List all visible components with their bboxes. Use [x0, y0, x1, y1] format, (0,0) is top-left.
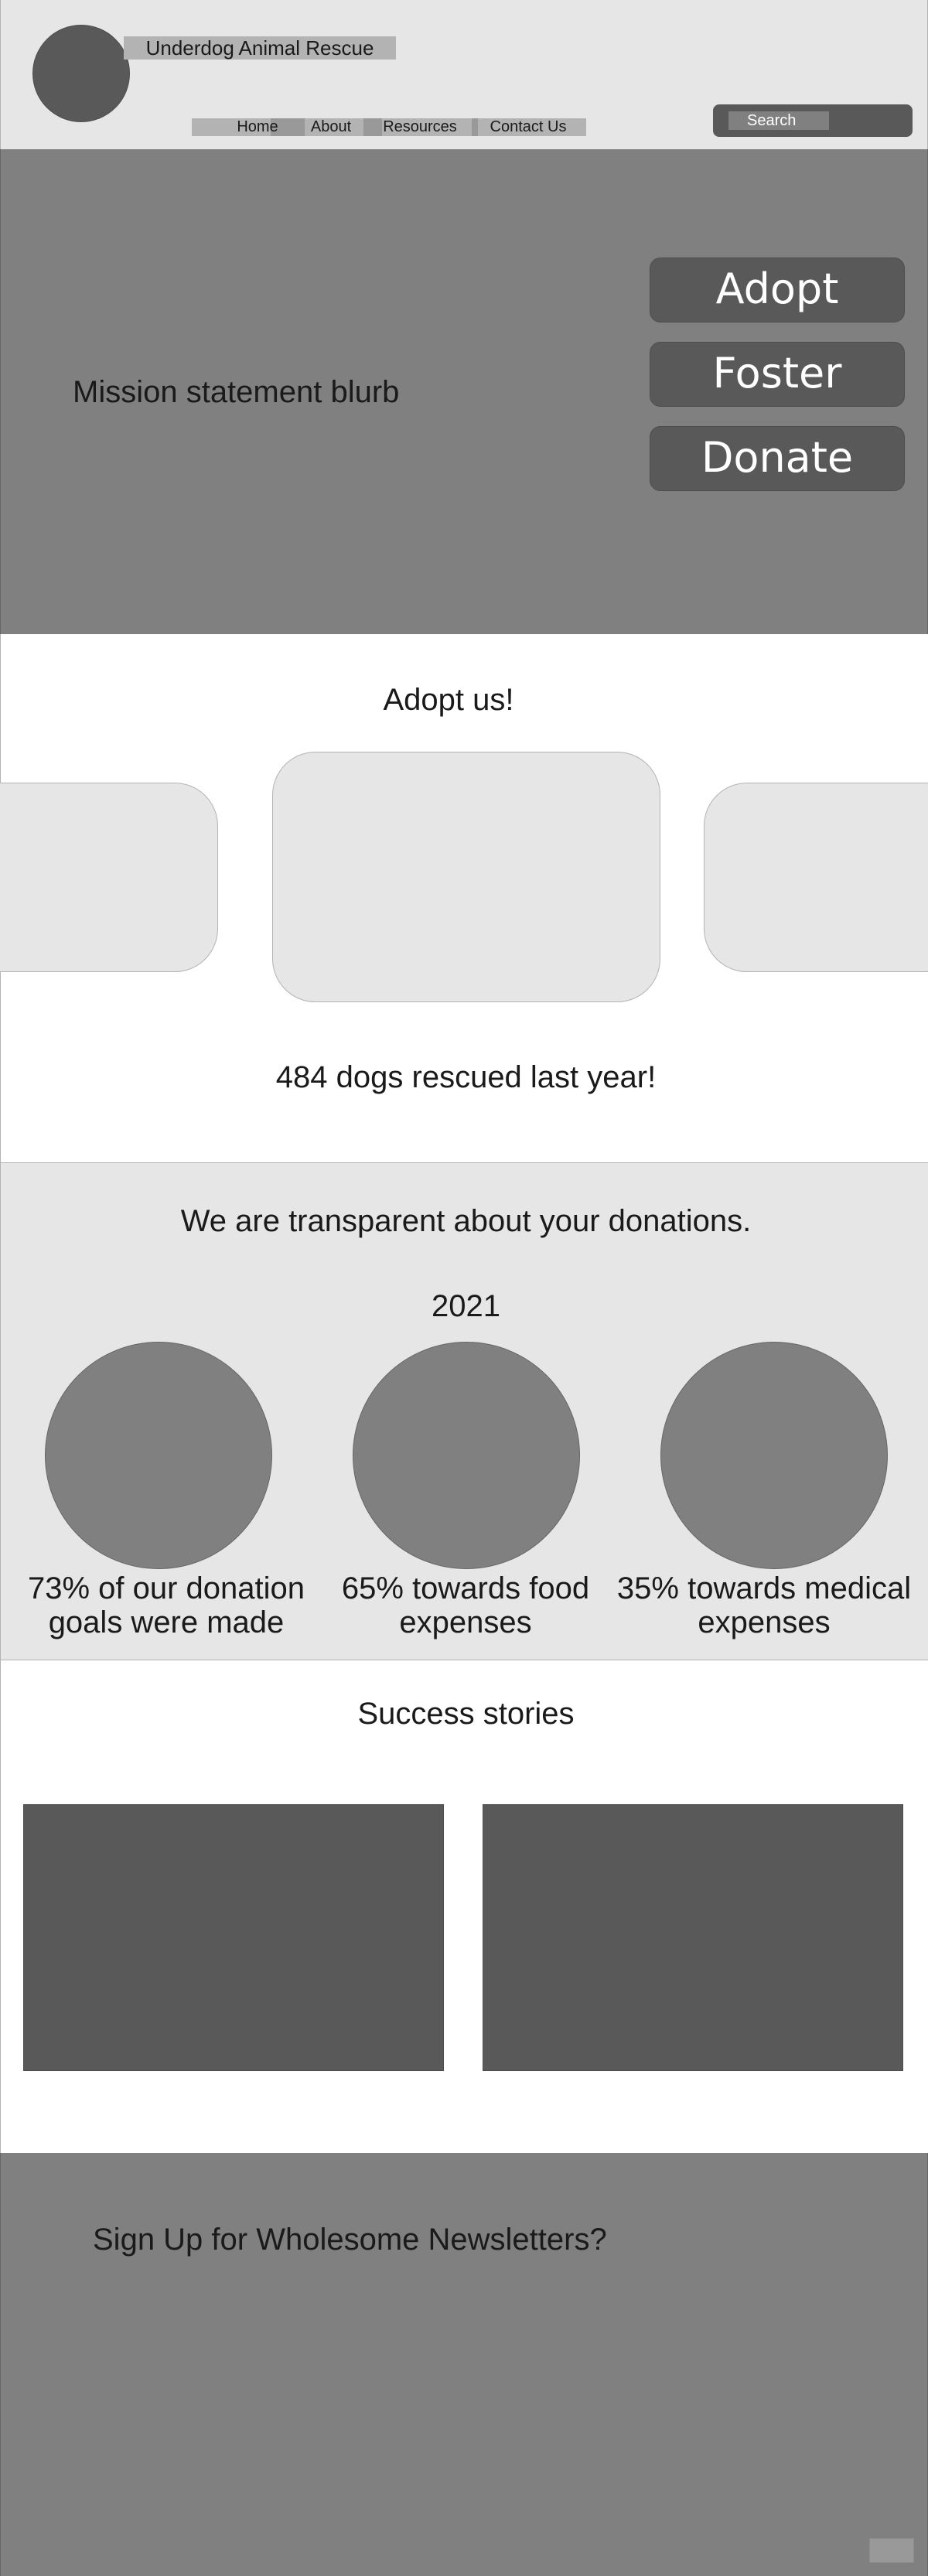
- adoptable-pet-card-prev[interactable]: [0, 783, 218, 972]
- adopt-heading: Adopt us!: [383, 683, 514, 717]
- nav-about-link[interactable]: About: [310, 118, 352, 135]
- search-bar: [713, 104, 913, 137]
- mission-statement: Mission statement blurb: [73, 375, 400, 409]
- medical-expense-label: 35% towards medical expenses: [616, 1571, 912, 1639]
- food-expense-chart: [353, 1342, 580, 1569]
- rescued-count: 484 dogs rescued last year!: [275, 1060, 657, 1094]
- success-story-image[interactable]: [483, 1804, 903, 2071]
- year-label: 2021: [432, 1289, 500, 1323]
- nav-contact-link[interactable]: Contact Us: [490, 118, 567, 135]
- foster-button[interactable]: Foster: [650, 342, 905, 407]
- nav-divider: [271, 118, 305, 136]
- medical-expense-chart: [660, 1342, 888, 1569]
- adopt-button[interactable]: Adopt: [650, 258, 905, 322]
- search-input[interactable]: [728, 111, 829, 130]
- transparency-heading: We are transparent about your donations.: [180, 1204, 752, 1238]
- newsletter-submit-button[interactable]: [869, 2538, 914, 2563]
- nav-resources-link[interactable]: Resources: [383, 118, 457, 135]
- donation-goal-chart: [45, 1342, 272, 1569]
- main-nav: Home About Resources Contact Us: [192, 118, 586, 136]
- success-stories-heading: Success stories: [357, 1697, 575, 1731]
- nav-divider: [363, 118, 382, 136]
- donate-button[interactable]: Donate: [650, 426, 905, 491]
- success-story-image[interactable]: [23, 1804, 444, 2071]
- newsletter-section: [0, 2153, 928, 2576]
- adoptable-pet-card-next[interactable]: [704, 783, 928, 972]
- logo[interactable]: [32, 25, 130, 122]
- site-title: Underdog Animal Rescue: [124, 36, 396, 60]
- nav-home-link[interactable]: Home: [237, 118, 278, 135]
- donation-goal-label: 73% of our donation goals were made: [27, 1571, 305, 1639]
- nav-divider: [472, 118, 478, 136]
- adoptable-pet-card-current[interactable]: [272, 752, 660, 1002]
- newsletter-heading: Sign Up for Wholesome Newsletters?: [93, 2223, 607, 2257]
- food-expense-label: 65% towards food expenses: [341, 1571, 590, 1639]
- page-border: [0, 1660, 1, 2153]
